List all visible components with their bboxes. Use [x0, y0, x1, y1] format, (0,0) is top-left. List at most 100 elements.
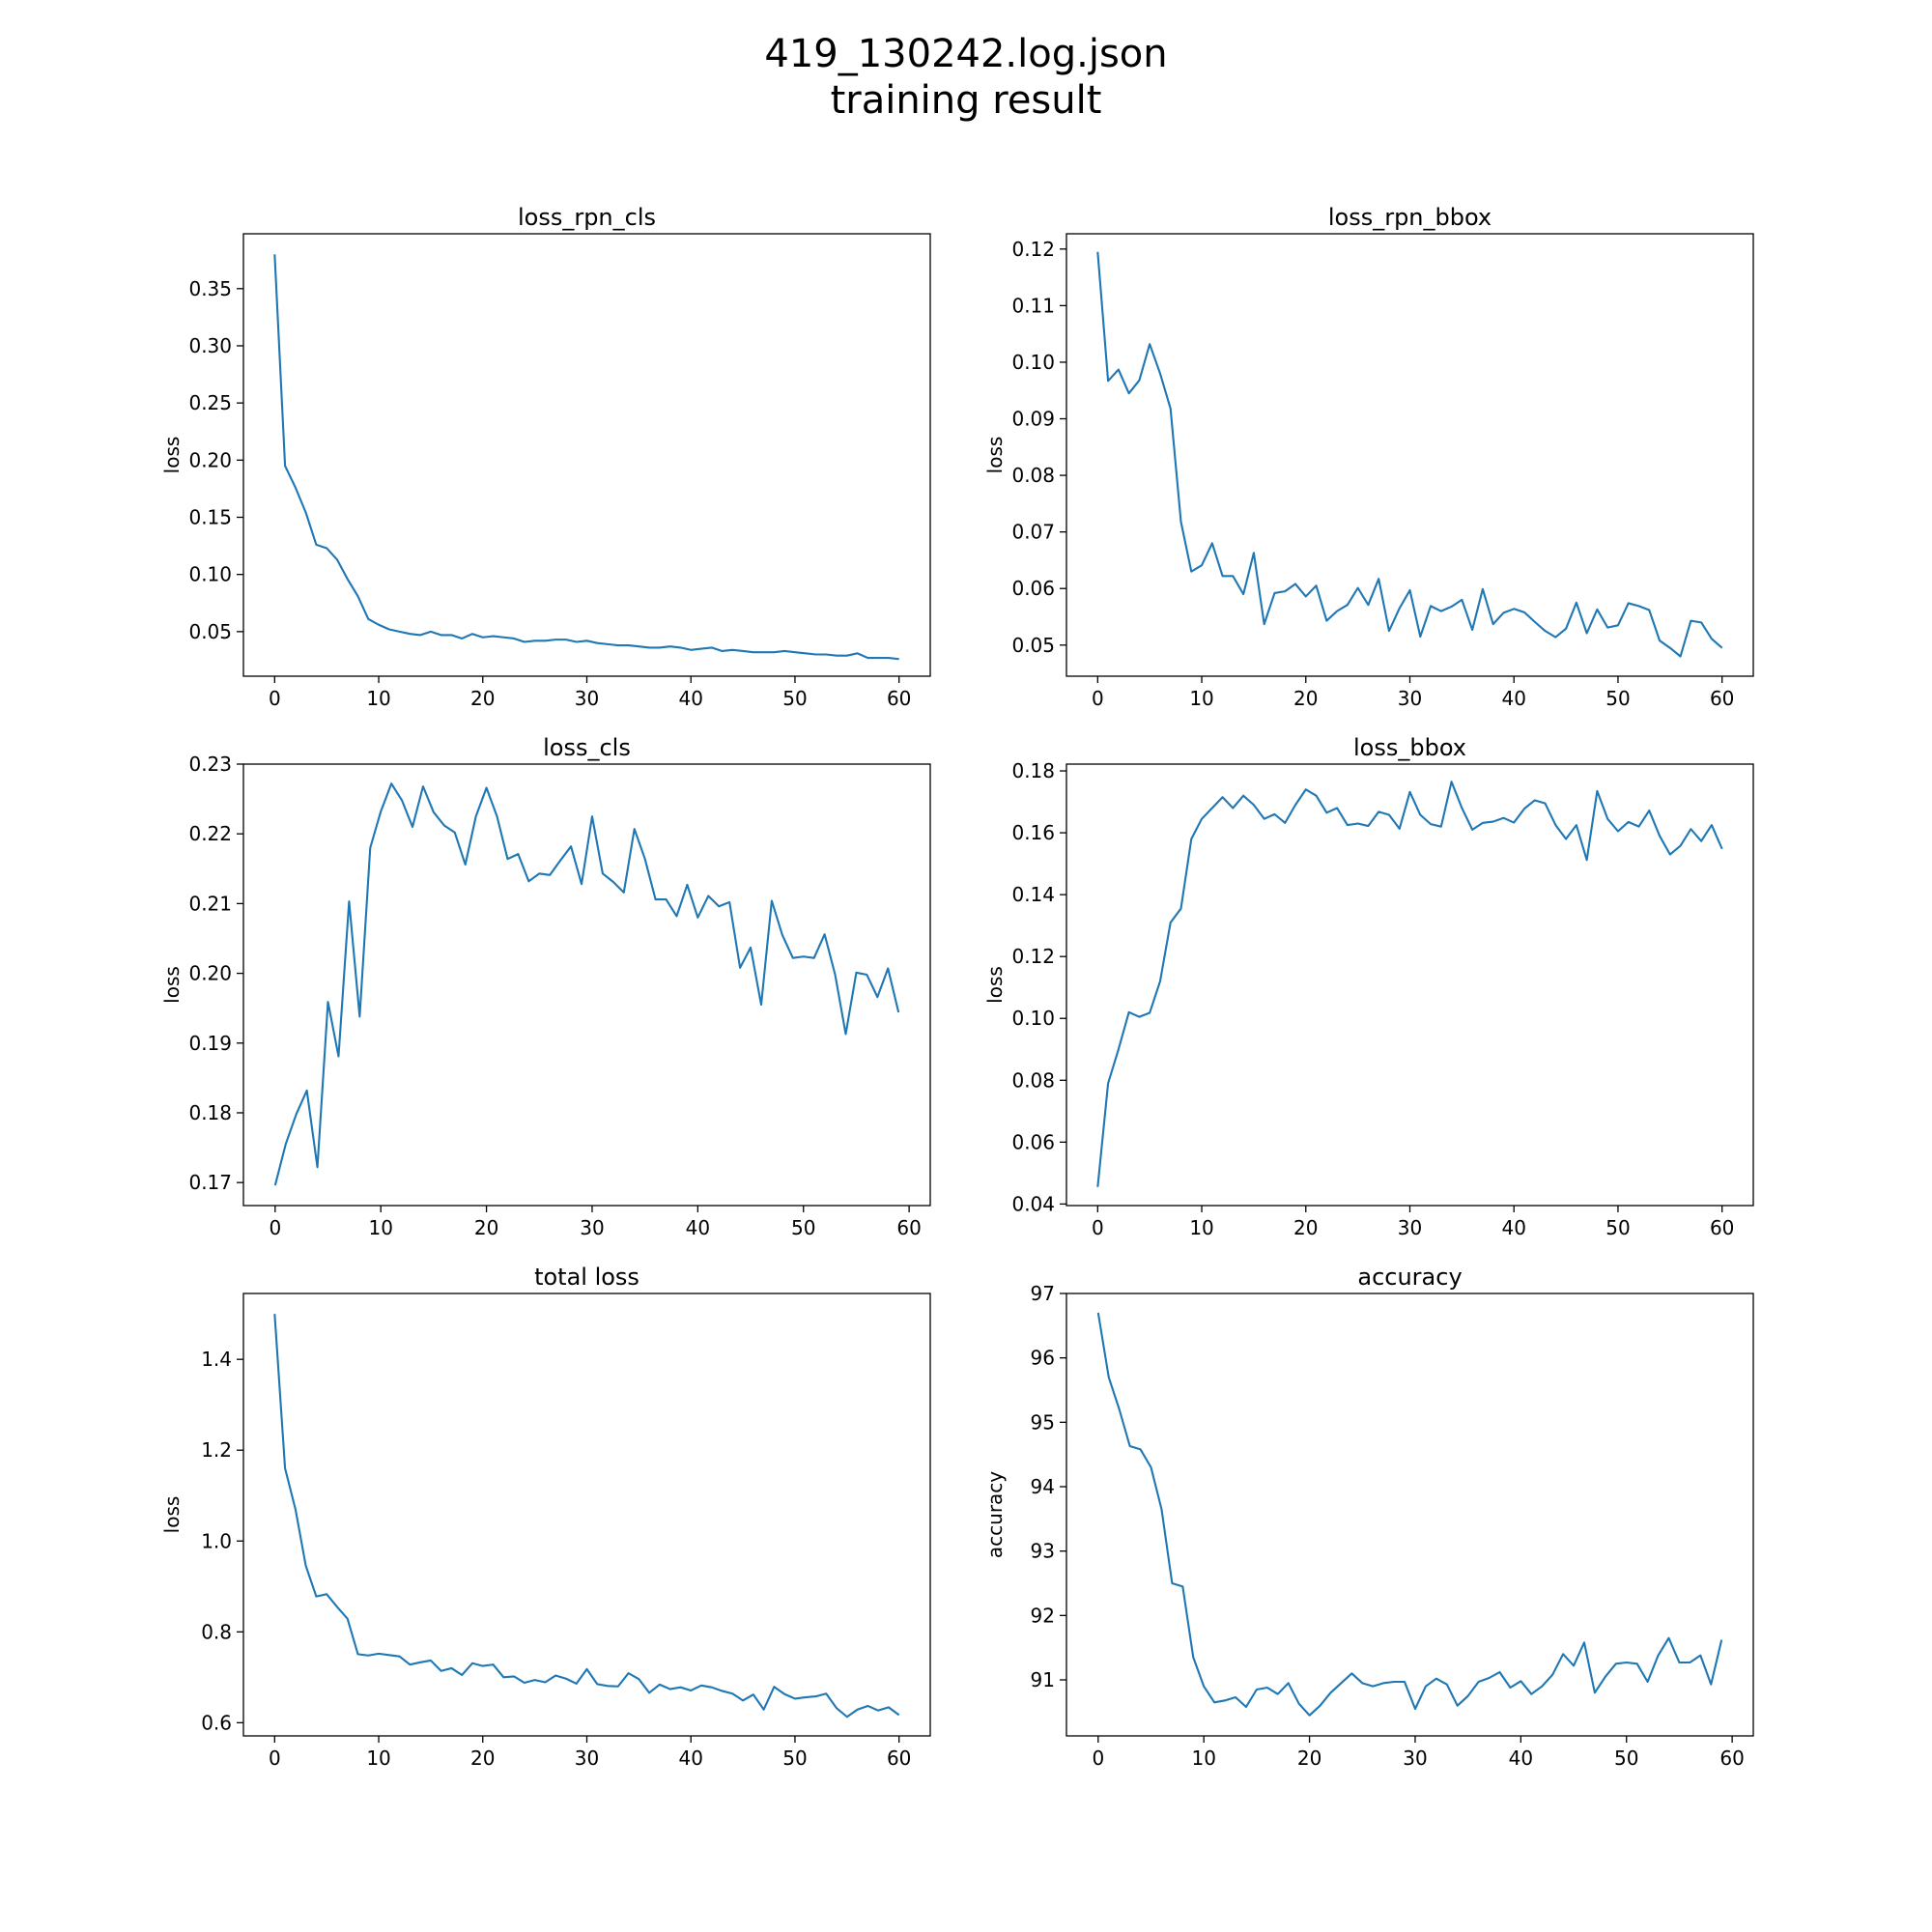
series-line-1: [1096, 781, 1723, 1187]
x-tick-label: 0: [269, 1747, 281, 1770]
y-tick-label: 0.20: [188, 448, 232, 471]
x-tick-label: 10: [368, 1216, 392, 1239]
y-tick-label: 0.18: [188, 1101, 232, 1124]
x-tick-label: 40: [686, 1216, 710, 1239]
x-tick-label: 40: [679, 1747, 703, 1770]
x-tick-label: 40: [1502, 687, 1526, 710]
figure-subtitle: training result: [830, 78, 1102, 123]
y-tick-label: 0.09: [1011, 408, 1055, 431]
y-tick-label: 0.07: [1011, 521, 1055, 544]
x-tick-label: 50: [1605, 1216, 1630, 1239]
subplot-title: accuracy: [1357, 1264, 1462, 1291]
y-tick-label: 0.06: [1011, 1130, 1055, 1153]
y-tick-label: 0.8: [201, 1620, 232, 1643]
x-tick-label: 50: [791, 1216, 815, 1239]
subplot-title: loss_cls: [543, 734, 631, 761]
y-tick-label: 0.19: [188, 1032, 232, 1055]
y-tick-label: 0.22: [188, 822, 232, 845]
x-tick-label: 40: [1509, 1747, 1533, 1770]
x-tick-label: 50: [1605, 687, 1630, 710]
x-tick-label: 0: [1092, 687, 1104, 710]
series-line-1: [1096, 1312, 1723, 1717]
y-tick-label: 0.12: [1011, 945, 1055, 968]
x-tick-label: 40: [679, 687, 703, 710]
y-tick-label: 0.08: [1011, 464, 1055, 487]
axes-frame: [1065, 763, 1754, 1207]
x-tick-label: 30: [1398, 687, 1422, 710]
y-tick-label: 0.12: [1011, 238, 1055, 261]
x-tick-label: 20: [474, 1216, 498, 1239]
y-axis-label: loss: [160, 437, 184, 474]
x-tick-label: 20: [1293, 687, 1318, 710]
y-tick-label: 92: [1031, 1604, 1055, 1627]
x-tick-label: 50: [782, 687, 807, 710]
x-tick-label: 10: [1189, 687, 1213, 710]
y-tick-label: 0.30: [188, 334, 232, 357]
x-tick-label: 20: [1293, 1216, 1318, 1239]
subplot-title: loss_bbox: [1353, 734, 1466, 761]
x-tick-label: 30: [1398, 1216, 1422, 1239]
x-tick-label: 0: [1092, 1216, 1104, 1239]
x-tick-label: 50: [1614, 1747, 1638, 1770]
x-tick-label: 60: [1710, 1216, 1734, 1239]
x-tick-label: 30: [575, 1747, 599, 1770]
x-tick-label: 40: [1502, 1216, 1526, 1239]
y-tick-label: 0.18: [1011, 759, 1055, 782]
subplot-title: total loss: [534, 1264, 639, 1291]
y-tick-label: 0.23: [188, 753, 232, 776]
x-tick-label: 60: [887, 687, 911, 710]
y-tick-label: 96: [1031, 1347, 1055, 1370]
y-tick-label: 0.10: [1011, 351, 1055, 374]
x-tick-label: 30: [1403, 1747, 1427, 1770]
y-tick-label: 94: [1031, 1475, 1055, 1498]
y-tick-label: 0.20: [188, 962, 232, 985]
subplot-title: loss_rpn_cls: [518, 204, 656, 231]
y-tick-label: 91: [1031, 1668, 1055, 1691]
x-tick-label: 60: [896, 1216, 921, 1239]
x-tick-label: 20: [470, 1747, 495, 1770]
subplot-2: 0 10 20 30 40 50 60 0.05 0.06 0.07 0.08 0.09 0.10 0.1…: [983, 204, 1754, 710]
y-axis-label: loss: [983, 437, 1007, 474]
series-line-1: [1096, 251, 1723, 658]
y-axis-label: loss: [160, 1496, 184, 1534]
x-tick-label: 10: [1189, 1216, 1213, 1239]
subplot-1: 0 10 20 30 40 50 60 0.05 0.10 0.15 0.20 0.25 0.30 0.3…: [160, 204, 931, 710]
x-tick-label: 30: [580, 1216, 604, 1239]
series-line-1: [273, 782, 900, 1186]
x-tick-label: 60: [1719, 1747, 1744, 1770]
y-tick-label: 0.15: [188, 505, 232, 528]
y-tick-label: 0.14: [1011, 883, 1055, 906]
y-tick-label: 0.11: [1011, 294, 1055, 317]
subplot-5: 0 10 20 30 40 50 60 0.6 0.8 1.0 1.2 1.4 total loss lo…: [160, 1264, 931, 1770]
y-tick-label: 0.17: [188, 1171, 232, 1194]
subplot-6: 0 10 20 30 40 50 60 91 92 93 94 95 96 97 accuracy accur…: [983, 1264, 1754, 1770]
series-line-1: [273, 1314, 900, 1719]
x-tick-label: 10: [1191, 1747, 1215, 1770]
y-tick-label: 97: [1031, 1282, 1055, 1305]
y-axis-label: loss: [983, 966, 1007, 1004]
subplot-title: loss_rpn_bbox: [1328, 204, 1492, 231]
y-tick-label: 0.35: [188, 277, 232, 300]
y-tick-label: 0.10: [1011, 1007, 1055, 1030]
y-tick-label: 1.0: [201, 1529, 232, 1552]
y-tick-label: 93: [1031, 1540, 1055, 1563]
axes-frame: [1065, 1293, 1754, 1737]
x-tick-label: 0: [269, 1216, 281, 1239]
y-tick-label: 1.2: [201, 1438, 232, 1462]
y-tick-label: 0.04: [1011, 1192, 1055, 1215]
x-tick-label: 10: [366, 1747, 390, 1770]
y-tick-label: 0.25: [188, 391, 232, 414]
subplot-3: 0 10 20 30 40 50 60 0.17 0.18 0.19 0.20 0.21 0.22 0.2…: [160, 734, 931, 1239]
x-tick-label: 10: [366, 687, 390, 710]
y-tick-label: 0.10: [188, 563, 232, 586]
x-tick-label: 60: [1710, 687, 1734, 710]
x-tick-label: 60: [887, 1747, 911, 1770]
y-axis-label: accuracy: [983, 1471, 1007, 1558]
y-tick-label: 0.16: [1011, 821, 1055, 844]
axes-frame: [242, 233, 931, 677]
series-line-1: [273, 254, 899, 661]
y-tick-label: 0.06: [1011, 577, 1055, 600]
axes-frame: [1065, 233, 1754, 677]
y-tick-label: 0.21: [188, 892, 232, 915]
